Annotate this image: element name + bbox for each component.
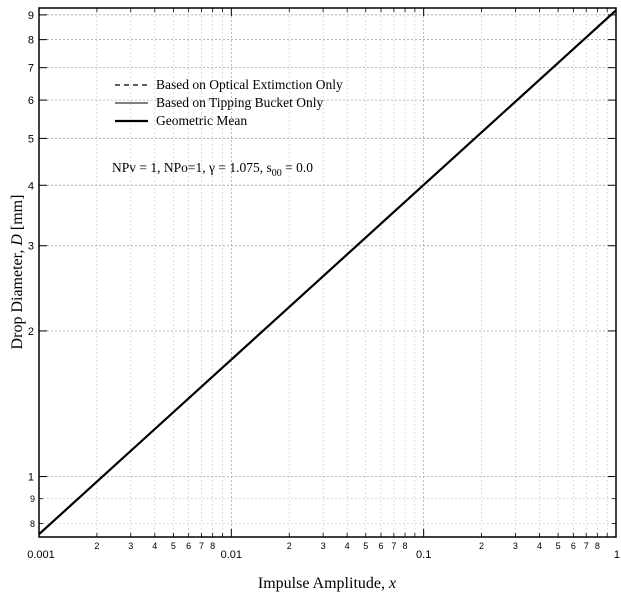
- x-axis-title: Impulse Amplitude, x: [258, 575, 396, 592]
- grid: [39, 8, 616, 537]
- x-major-tick-label: 0.001: [27, 549, 55, 561]
- plot-frame: [38, 7, 617, 538]
- x-minor-tick-label: 5: [171, 541, 176, 551]
- x-axis-title-variable: x: [388, 575, 396, 592]
- y-major-tick-label: 1: [28, 472, 34, 484]
- x-minor-tick-label: 4: [152, 541, 157, 551]
- y-axis-title-text: Drop Diameter,: [9, 246, 26, 350]
- y-minor-tick-label: 8: [30, 519, 35, 529]
- legend: Based on Optical Extimction Only Based o…: [115, 77, 343, 128]
- x-minor-tick-label: 5: [556, 541, 561, 551]
- series-line-thick: [38, 9, 617, 536]
- x-minor-tick-label: 5: [363, 541, 368, 551]
- x-minor-tick-label: 3: [513, 541, 518, 551]
- x-minor-tick-label: 6: [186, 541, 191, 551]
- x-minor-tick-label: 7: [199, 541, 204, 551]
- x-minor-tick-label: 7: [584, 541, 589, 551]
- x-minor-tick-label: 3: [321, 541, 326, 551]
- x-minor-tick-label: 2: [94, 541, 99, 551]
- parameters-subscript: 00: [272, 168, 282, 179]
- y-major-tick-label: 4: [28, 180, 34, 192]
- tick-labels: 2 3 4 5 6 7 8 2 3 4 5 6 7 8 2 3 4 5 6 7 80.001 0.01 0.1 1891234…: [27, 10, 620, 561]
- x-minor-tick-label: 8: [210, 541, 215, 551]
- y-major-tick-label: 2: [28, 326, 34, 338]
- x-major-tick-label: 0.01: [221, 549, 242, 561]
- y-major-tick-label: 6: [28, 95, 34, 107]
- x-minor-tick-label: 6: [571, 541, 576, 551]
- y-axis-title-unit: [mm]: [9, 195, 26, 235]
- parameters-main: NPv = 1, NPo=1, γ = 1.075, s: [112, 160, 272, 175]
- x-minor-tick-label: 8: [595, 541, 600, 551]
- x-minor-tick-label: 8: [403, 541, 408, 551]
- x-major-tick-label: 0.1: [416, 549, 431, 561]
- y-axis-title: Drop Diameter, D [mm]: [9, 195, 26, 350]
- legend-label-geometric-mean: Geometric Mean: [156, 113, 247, 128]
- parameters-annotation: NPv = 1, NPo=1, γ = 1.075, s00 = 0.0: [112, 160, 313, 179]
- x-minor-tick-label: 4: [537, 541, 542, 551]
- y-major-tick-label: 7: [28, 63, 34, 75]
- parameters-tail: = 0.0: [282, 160, 313, 175]
- y-major-tick-label: 9: [28, 10, 34, 22]
- x-minor-tick-label: 3: [128, 541, 133, 551]
- x-minor-tick-label: 4: [345, 541, 350, 551]
- y-major-tick-label: 8: [28, 35, 34, 47]
- y-major-tick-label: 3: [28, 241, 34, 253]
- x-minor-tick-label: 2: [287, 541, 292, 551]
- legend-label-tipping-bucket: Based on Tipping Bucket Only: [156, 95, 324, 110]
- y-axis-title-variable: D: [9, 234, 26, 247]
- x-axis-title-text: Impulse Amplitude,: [258, 575, 389, 592]
- plot-series: [38, 9, 617, 536]
- x-minor-tick-label: 6: [378, 541, 383, 551]
- x-minor-tick-label: 7: [391, 541, 396, 551]
- y-minor-tick-label: 9: [30, 494, 35, 504]
- x-minor-tick-label: 2: [479, 541, 484, 551]
- legend-label-optical: Based on Optical Extimction Only: [156, 77, 343, 92]
- y-major-tick-label: 5: [28, 133, 34, 145]
- x-major-tick-label: 1: [614, 549, 620, 561]
